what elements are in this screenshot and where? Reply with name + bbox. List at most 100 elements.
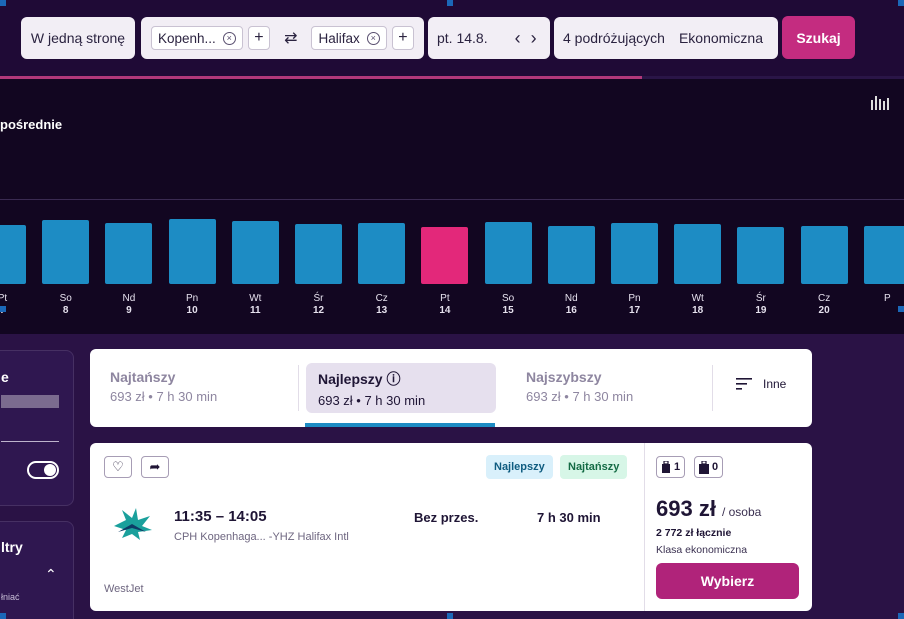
tab-cheapest-sub: 693 zł • 7 h 30 min xyxy=(110,389,218,404)
favorite-button[interactable]: ♡ xyxy=(104,456,132,478)
tab-cheapest-label: Najtańszy xyxy=(110,369,176,385)
bar-chart-icon[interactable] xyxy=(871,96,889,113)
price-per: / osoba xyxy=(721,505,762,519)
flight-result-card[interactable]: ♡ ➦ Najlepszy Najtańszy 11:35 – 14:05 CP… xyxy=(90,443,812,611)
travelers-label: 4 podróżujących xyxy=(563,30,665,46)
share-icon: ➦ xyxy=(149,459,161,474)
route-pill: Kopenh... × + ⇄ Halifax × + xyxy=(141,17,424,59)
more-filters-sub: łniać xyxy=(1,592,20,602)
chart-bar[interactable] xyxy=(42,220,90,284)
prev-date-icon[interactable]: ‹ xyxy=(514,27,521,48)
selection-handle xyxy=(0,0,6,6)
clear-origin-icon[interactable]: × xyxy=(222,31,236,45)
selection-handle xyxy=(447,613,453,619)
airline-logo-icon xyxy=(112,506,154,547)
selection-handle xyxy=(898,613,904,619)
price-value: 693 zł xyxy=(656,496,716,521)
chart-day-label: Pn 17 xyxy=(620,293,650,317)
chart-bar[interactable] xyxy=(0,225,26,284)
chart-day-of-week: Śr xyxy=(755,293,766,304)
chart-day-of-week: Cz xyxy=(375,293,388,304)
origin-chip[interactable]: Kopenh... × xyxy=(151,26,243,50)
date-pill[interactable]: pt. 14.8. ‹ › xyxy=(428,17,550,59)
origin-label: Kopenh... xyxy=(158,30,216,46)
tab-cheapest[interactable]: Najtańszy 693 zł • 7 h 30 min xyxy=(98,363,288,413)
chart-day-number: 19 xyxy=(755,305,767,316)
chart-bar[interactable] xyxy=(674,224,722,284)
chart-day-of-week: Cz xyxy=(817,293,831,304)
chart-day-of-week: Nd xyxy=(122,293,136,304)
cabin-bag-icon xyxy=(662,460,670,473)
chart-day-number: 13 xyxy=(376,305,388,316)
chart-day-number: 16 xyxy=(565,305,577,316)
filter-slider[interactable] xyxy=(1,395,59,408)
badge-best: Najlepszy xyxy=(486,455,553,479)
loading-progress xyxy=(0,76,904,79)
add-destination-button[interactable]: + xyxy=(391,26,414,50)
chart-bar[interactable] xyxy=(231,221,279,284)
chart-bar[interactable] xyxy=(295,224,342,284)
chevron-up-icon[interactable]: ⌃ xyxy=(45,566,57,582)
add-origin-button[interactable]: + xyxy=(247,26,271,50)
active-tab-indicator xyxy=(305,423,495,427)
price-divider xyxy=(644,443,645,611)
chart-bar[interactable] xyxy=(737,227,785,284)
chart-bar[interactable] xyxy=(611,223,658,284)
chart-day-label: Wt 11 xyxy=(240,293,270,317)
chart-bar[interactable] xyxy=(168,219,216,284)
chart-day-of-week: Pn xyxy=(185,293,199,304)
chart-day-label: So 8 xyxy=(51,293,81,317)
tab-divider xyxy=(298,365,299,411)
chart-day-label: So 15 xyxy=(493,293,523,317)
chart-day-label: Pt 14 xyxy=(430,293,460,317)
tab-best[interactable]: Najlepszy ⓘ 693 zł • 7 h 30 min xyxy=(306,363,496,413)
cabin-label: Ekonomiczna xyxy=(678,30,763,46)
destination-chip[interactable]: Halifax × xyxy=(311,26,387,50)
heart-icon: ♡ xyxy=(112,459,124,474)
chart-day-label: Cz 13 xyxy=(367,293,397,317)
selection-handle xyxy=(0,306,6,312)
selection-handle xyxy=(898,306,904,312)
flight-duration: 7 h 30 min xyxy=(537,510,601,525)
selection-handle xyxy=(447,0,453,6)
chart-title: pośrednie xyxy=(0,117,63,132)
chart-divider xyxy=(0,199,904,200)
passengers-pill[interactable]: 4 podróżujących Ekonomiczna xyxy=(554,17,778,59)
chart-bar[interactable] xyxy=(800,226,848,284)
chart-bar[interactable] xyxy=(484,222,532,284)
share-button[interactable]: ➦ xyxy=(141,456,169,478)
sort-lines-icon xyxy=(736,378,752,390)
tab-best-sub: 693 zł • 7 h 30 min xyxy=(318,393,426,408)
filter-toggle[interactable] xyxy=(27,461,59,479)
chart-bar-selected[interactable] xyxy=(421,227,469,284)
clear-destination-icon[interactable]: × xyxy=(366,31,380,45)
flight-route: CPH Kopenhaga... -YHZ Halifax Intl xyxy=(174,531,349,543)
chart-day-of-week: Wt xyxy=(691,293,704,304)
swap-icon[interactable]: ⇄ xyxy=(284,30,298,47)
search-button[interactable]: Szukaj xyxy=(782,16,855,59)
select-flight-button[interactable]: Wybierz xyxy=(656,563,799,599)
flight-stops: Bez przes. xyxy=(414,510,479,525)
chart-bar[interactable] xyxy=(547,226,595,284)
chart-bar[interactable] xyxy=(863,226,904,284)
chart-day-number: 11 xyxy=(250,305,261,316)
cabin-bag-info: 1 xyxy=(656,456,686,478)
cabin-bag-count: 1 xyxy=(674,461,681,473)
sort-other-button[interactable]: Inne xyxy=(736,377,786,391)
chart-bar[interactable] xyxy=(105,223,153,284)
chart-day-label: Nd 16 xyxy=(556,293,586,317)
trip-type-select[interactable]: W jedną stronę xyxy=(21,17,135,59)
cabin-class: Klasa ekonomiczna xyxy=(656,544,748,556)
filter-divider xyxy=(1,441,59,442)
chart-day-of-week: Pn xyxy=(628,293,641,304)
filter-card-title: e xyxy=(1,369,9,385)
checked-bag-icon xyxy=(699,460,709,474)
checked-bag-info: 0 xyxy=(694,456,724,478)
chart-bar[interactable] xyxy=(358,223,406,284)
chart-day-number: 14 xyxy=(439,305,451,316)
tab-fastest[interactable]: Najszybszy 693 zł • 7 h 30 min xyxy=(514,363,704,413)
next-date-icon[interactable]: › xyxy=(530,27,537,48)
more-filters-card: ltry ⌃ łniać xyxy=(0,521,74,619)
chart-day-number: 18 xyxy=(692,305,704,316)
sort-tabs: Najtańszy 693 zł • 7 h 30 min Najlepszy … xyxy=(90,349,812,427)
